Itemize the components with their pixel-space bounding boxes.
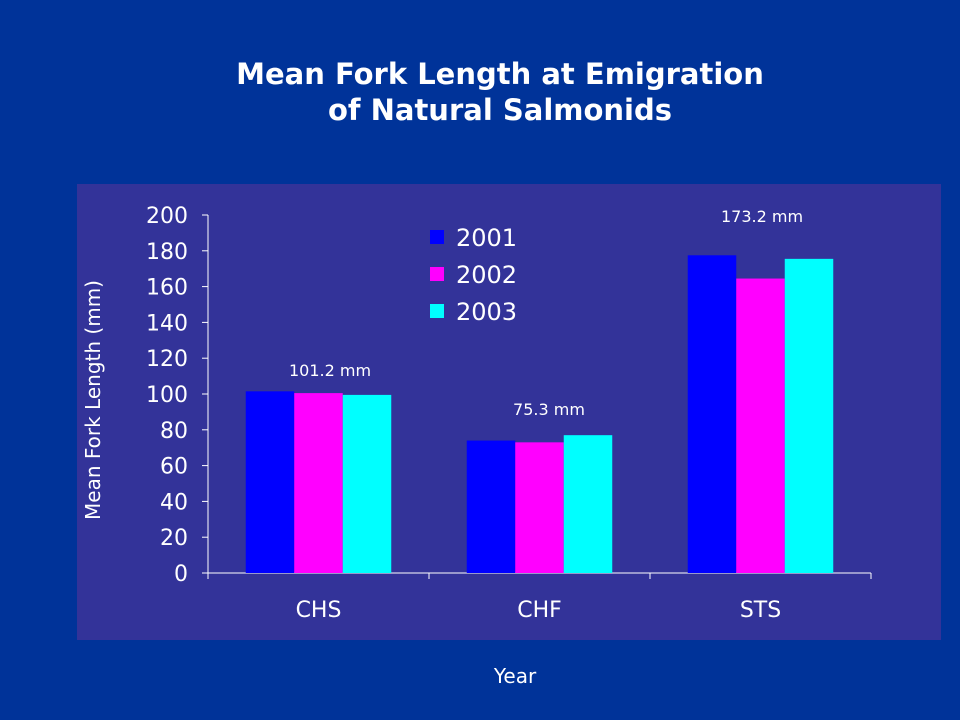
legend-label-2003: 2003 (456, 298, 517, 326)
x-tick-label: CHS (296, 598, 342, 623)
y-tick-label: 80 (160, 419, 188, 444)
bar-chf-2002 (515, 442, 564, 573)
bar-chs-2001 (245, 391, 295, 573)
bar-sts-2001 (687, 255, 737, 573)
chart-title: Mean Fork Length at Emigration of Natura… (0, 56, 960, 128)
bar-chs-2003 (342, 394, 392, 573)
y-tick-label: 160 (146, 276, 188, 301)
legend-swatch-2003 (430, 304, 444, 318)
data-annotation: 75.3 mm (513, 400, 585, 419)
bar-chf-2003 (563, 435, 613, 573)
legend-swatch-2002 (430, 267, 444, 281)
y-tick-label: 0 (174, 562, 188, 587)
bar-sts-2003 (784, 258, 834, 573)
y-tick-label: 180 (146, 240, 188, 265)
data-annotation: 173.2 mm (721, 207, 803, 226)
bar-chf-2001 (466, 440, 516, 573)
legend-swatch-2001 (430, 230, 444, 244)
y-tick-label: 40 (160, 490, 188, 515)
y-tick-label: 120 (146, 347, 188, 372)
chart-title-line-1: Mean Fork Length at Emigration (236, 57, 764, 91)
chart-title-line-2: of Natural Salmonids (327, 93, 673, 127)
y-axis-label: Mean Fork Length (mm) (81, 280, 105, 520)
x-tick-label: CHF (517, 598, 562, 623)
data-annotation: 101.2 mm (289, 361, 371, 380)
legend-label-2002: 2002 (456, 261, 517, 289)
y-tick-label: 20 (160, 526, 188, 551)
legend-label-2001: 2001 (456, 224, 517, 252)
x-tick-label: STS (740, 598, 781, 623)
y-tick-label: 200 (146, 204, 188, 229)
y-tick-label: 100 (146, 383, 188, 408)
x-axis-label: Year (493, 664, 537, 688)
bar-sts-2002 (736, 278, 785, 573)
y-tick-label: 60 (160, 455, 188, 480)
y-tick-label: 140 (146, 311, 188, 336)
bar-chs-2002 (294, 393, 343, 573)
